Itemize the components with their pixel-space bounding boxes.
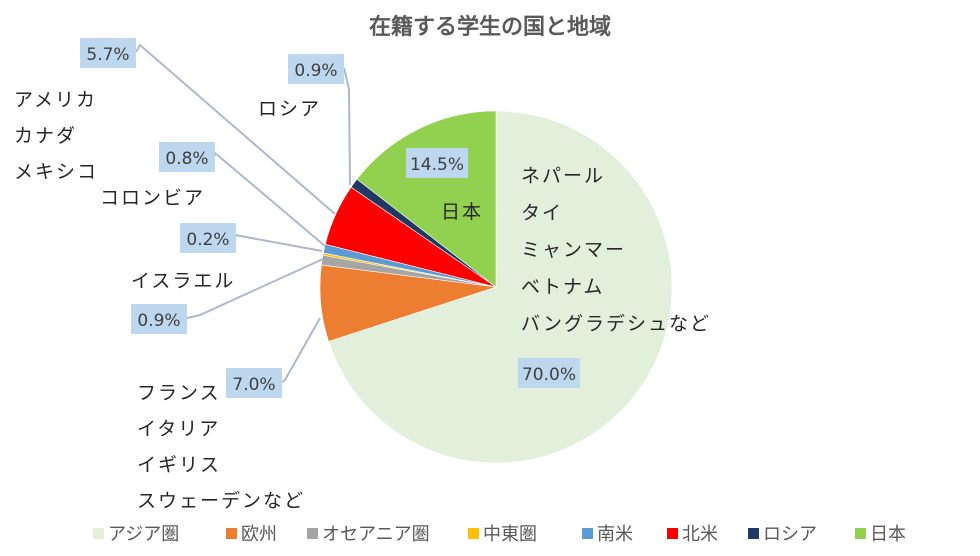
annotation-0-1: タイ: [521, 202, 563, 224]
pct-label-5: 5.7%: [86, 45, 129, 65]
legend-swatch-3: [468, 528, 479, 539]
legend-label-7: 日本: [870, 524, 906, 545]
annotation-1-1: イタリア: [137, 418, 220, 440]
legend-label-4: 南米: [597, 524, 633, 545]
pie-slices: [319, 110, 673, 464]
annotation-4-0: コロンビア: [100, 187, 205, 209]
legend-label-1: 欧州: [241, 524, 277, 545]
leader-line-6: [343, 67, 351, 186]
pct-label-box-4: [159, 142, 215, 172]
leader-line-1: [281, 317, 321, 383]
legend-label-0: アジア圏: [108, 524, 179, 545]
pct-label-box-0: [518, 358, 580, 388]
pct-label-box-1: [226, 368, 282, 398]
legend-label-6: ロシア: [763, 524, 817, 545]
legend-label-5: 北米: [682, 524, 718, 545]
legend-swatch-7: [855, 528, 866, 539]
leader-line-2: [186, 258, 324, 319]
annotation-3-0: イスラエル: [131, 270, 235, 292]
annotation-5-2: メキシコ: [14, 161, 98, 183]
pct-label-box-2: [131, 304, 187, 334]
pct-label-box-3: [180, 223, 236, 253]
pct-label-box-6: [288, 54, 344, 84]
pct-label-2: 0.9%: [137, 311, 180, 331]
legend-swatch-6: [748, 528, 759, 539]
annotation-0-4: バングラデシュなど: [521, 313, 711, 335]
legend: アジア圏 欧州 オセアニア圏 中東圏 南米 北米 ロシア 日本: [93, 524, 906, 545]
legend-swatch-0: [93, 528, 104, 539]
annotation-1-0: フランス: [137, 382, 221, 404]
annotation-0-0: ネパール: [521, 165, 605, 187]
annotation-0-2: ミャンマー: [521, 239, 626, 261]
chart-title: 在籍する学生の国と地域: [369, 14, 611, 40]
pct-label-4: 0.8%: [165, 149, 208, 169]
annotation-5-0: アメリカ: [14, 89, 97, 111]
annotation-1-3: スウェーデンなど: [137, 490, 305, 512]
pct-label-7: 14.5%: [410, 155, 464, 175]
annotation-1-2: イギリス: [137, 454, 221, 476]
pie-slice-0: [328, 110, 673, 464]
leader-line-3: [233, 233, 323, 252]
pct-label-6: 0.9%: [294, 61, 337, 81]
legend-swatch-1: [226, 528, 237, 539]
annotation-6-0: ロシア: [258, 98, 321, 120]
pct-label-box-7: [406, 148, 468, 178]
annotation-0-3: ベトナム: [521, 276, 604, 298]
country-annotations: ネパールタイミャンマーベトナムバングラデシュなどフランスイタリアイギリススウェー…: [14, 89, 711, 512]
percentage-labels: 70.0% 7.0% 0.9% 0.2% 0.8% 5.7% 0.9% 14.5%: [80, 38, 580, 398]
legend-label-3: 中東圏: [483, 524, 537, 545]
leader-line-5: [135, 43, 336, 215]
annotation-7-0: 日本: [441, 201, 483, 223]
legend-swatch-5: [667, 528, 678, 539]
legend-label-2: オセアニア圏: [322, 524, 430, 545]
annotation-5-1: カナダ: [14, 125, 77, 147]
pct-label-1: 7.0%: [232, 375, 275, 395]
legend-swatch-4: [582, 528, 593, 539]
pct-label-3: 0.2%: [186, 230, 229, 250]
pct-label-0: 70.0%: [522, 365, 576, 385]
pct-label-box-5: [80, 38, 136, 68]
legend-swatch-2: [307, 528, 318, 539]
